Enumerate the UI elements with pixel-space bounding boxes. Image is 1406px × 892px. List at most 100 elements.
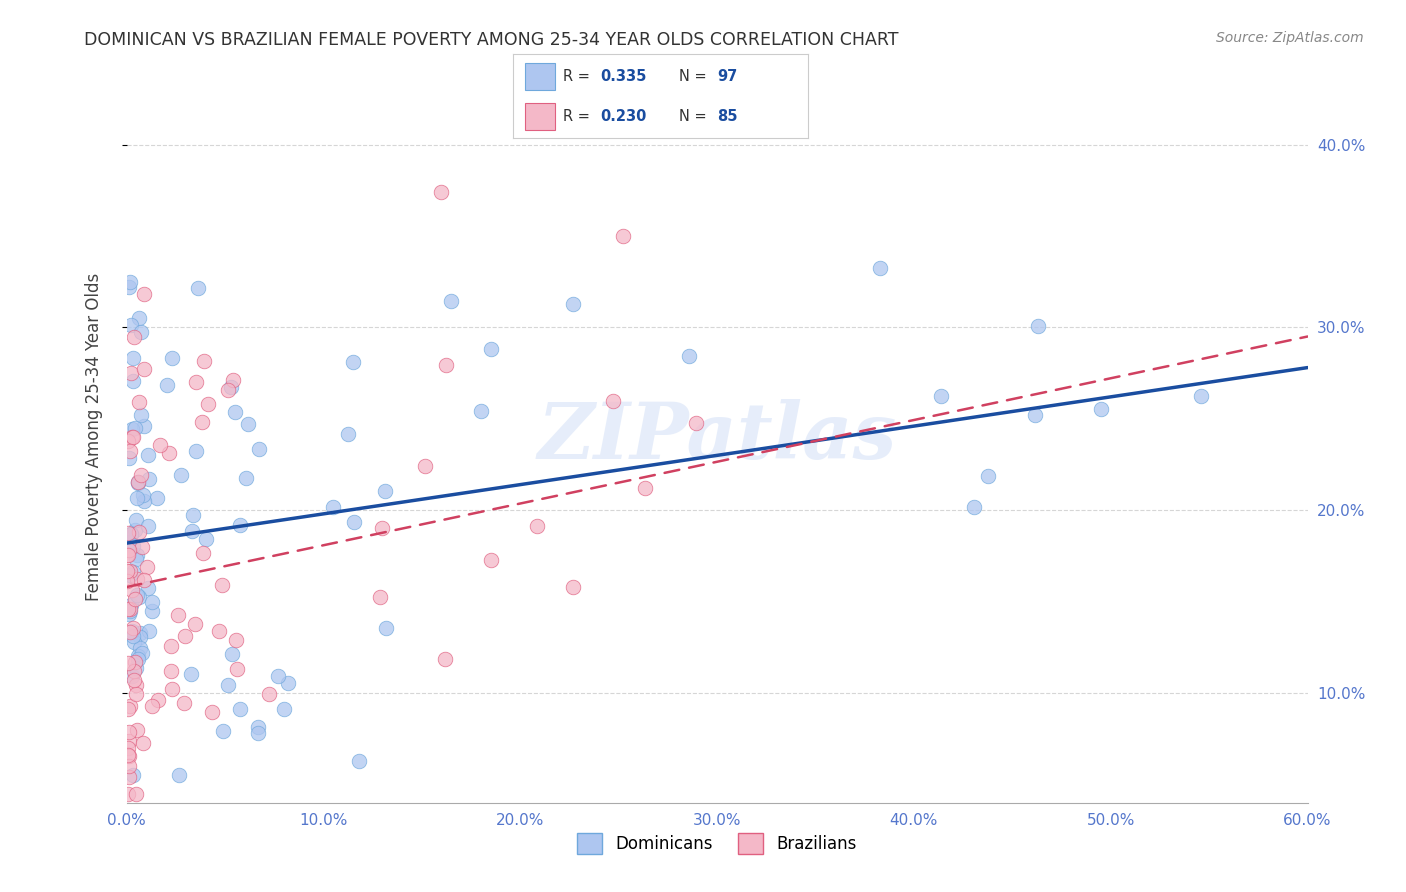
- Point: [1026, 318, 1049, 333]
- Point: [247, 725, 270, 739]
- Point: [167, 608, 190, 623]
- Point: [370, 521, 392, 535]
- Point: [120, 564, 142, 578]
- Point: [124, 592, 146, 607]
- Text: 0.230: 0.230: [600, 109, 647, 124]
- Point: [122, 768, 145, 782]
- Point: [602, 393, 624, 408]
- Point: [187, 280, 209, 294]
- Point: [434, 652, 457, 666]
- Point: [124, 524, 146, 538]
- Point: [132, 488, 155, 502]
- Point: [124, 655, 146, 669]
- Text: N =: N =: [679, 109, 711, 124]
- Point: [273, 702, 295, 716]
- Point: [470, 404, 492, 418]
- Point: [247, 720, 270, 734]
- Point: [167, 768, 190, 782]
- Point: [118, 444, 141, 458]
- Text: R =: R =: [564, 69, 595, 84]
- Point: [322, 500, 344, 514]
- Point: [229, 701, 252, 715]
- Point: [184, 375, 207, 389]
- Point: [127, 649, 149, 664]
- Point: [117, 607, 139, 621]
- Point: [115, 574, 138, 588]
- Point: [120, 602, 142, 616]
- Point: [229, 517, 252, 532]
- Point: [129, 468, 152, 483]
- Point: [115, 564, 138, 578]
- Point: [132, 362, 155, 376]
- Point: [138, 518, 160, 533]
- Point: [193, 546, 215, 560]
- Point: [141, 595, 163, 609]
- Point: [685, 416, 707, 430]
- Text: Source: ZipAtlas.com: Source: ZipAtlas.com: [1216, 31, 1364, 45]
- Point: [429, 185, 451, 199]
- Point: [247, 442, 270, 457]
- Point: [267, 668, 290, 682]
- Point: [222, 373, 245, 387]
- Point: [127, 548, 149, 562]
- Point: [131, 646, 153, 660]
- FancyBboxPatch shape: [524, 62, 554, 90]
- Text: N =: N =: [679, 69, 711, 84]
- Legend: Dominicans, Brazilians: Dominicans, Brazilians: [571, 827, 863, 860]
- Point: [127, 723, 149, 737]
- Point: [1090, 401, 1112, 416]
- Point: [121, 422, 143, 436]
- Point: [211, 577, 233, 591]
- Text: 85: 85: [717, 109, 737, 124]
- Point: [125, 678, 148, 692]
- Point: [136, 448, 159, 462]
- Point: [138, 472, 160, 486]
- Point: [208, 624, 231, 638]
- Point: [235, 470, 257, 484]
- Point: [146, 491, 169, 505]
- Text: 0.335: 0.335: [600, 69, 647, 84]
- Point: [217, 384, 239, 398]
- Point: [127, 588, 149, 602]
- Point: [963, 500, 986, 515]
- Point: [117, 542, 139, 557]
- Point: [117, 434, 139, 448]
- Point: [122, 539, 145, 553]
- Point: [349, 754, 371, 768]
- Point: [224, 404, 246, 418]
- Point: [181, 508, 204, 523]
- Point: [136, 581, 159, 595]
- Point: [276, 676, 298, 690]
- Point: [129, 409, 152, 423]
- Point: [120, 526, 142, 541]
- Point: [128, 590, 150, 604]
- Point: [226, 662, 249, 676]
- Point: [122, 430, 145, 444]
- Point: [127, 491, 149, 505]
- Point: [634, 481, 657, 495]
- Point: [170, 468, 193, 483]
- FancyBboxPatch shape: [524, 103, 554, 130]
- Point: [122, 330, 145, 344]
- Point: [929, 388, 952, 402]
- Point: [1024, 408, 1046, 422]
- Point: [125, 787, 148, 801]
- Point: [173, 696, 195, 710]
- Point: [118, 759, 141, 773]
- Point: [146, 693, 169, 707]
- Point: [134, 287, 156, 301]
- Point: [481, 342, 503, 356]
- Point: [122, 351, 145, 365]
- Point: [128, 311, 150, 326]
- Point: [120, 366, 142, 380]
- Point: [118, 733, 141, 747]
- Point: [134, 419, 156, 434]
- Point: [118, 748, 141, 763]
- Point: [117, 656, 139, 670]
- Point: [118, 451, 141, 466]
- Point: [434, 358, 457, 372]
- Point: [117, 787, 139, 801]
- Point: [117, 741, 139, 756]
- Point: [129, 326, 152, 340]
- Point: [120, 604, 142, 618]
